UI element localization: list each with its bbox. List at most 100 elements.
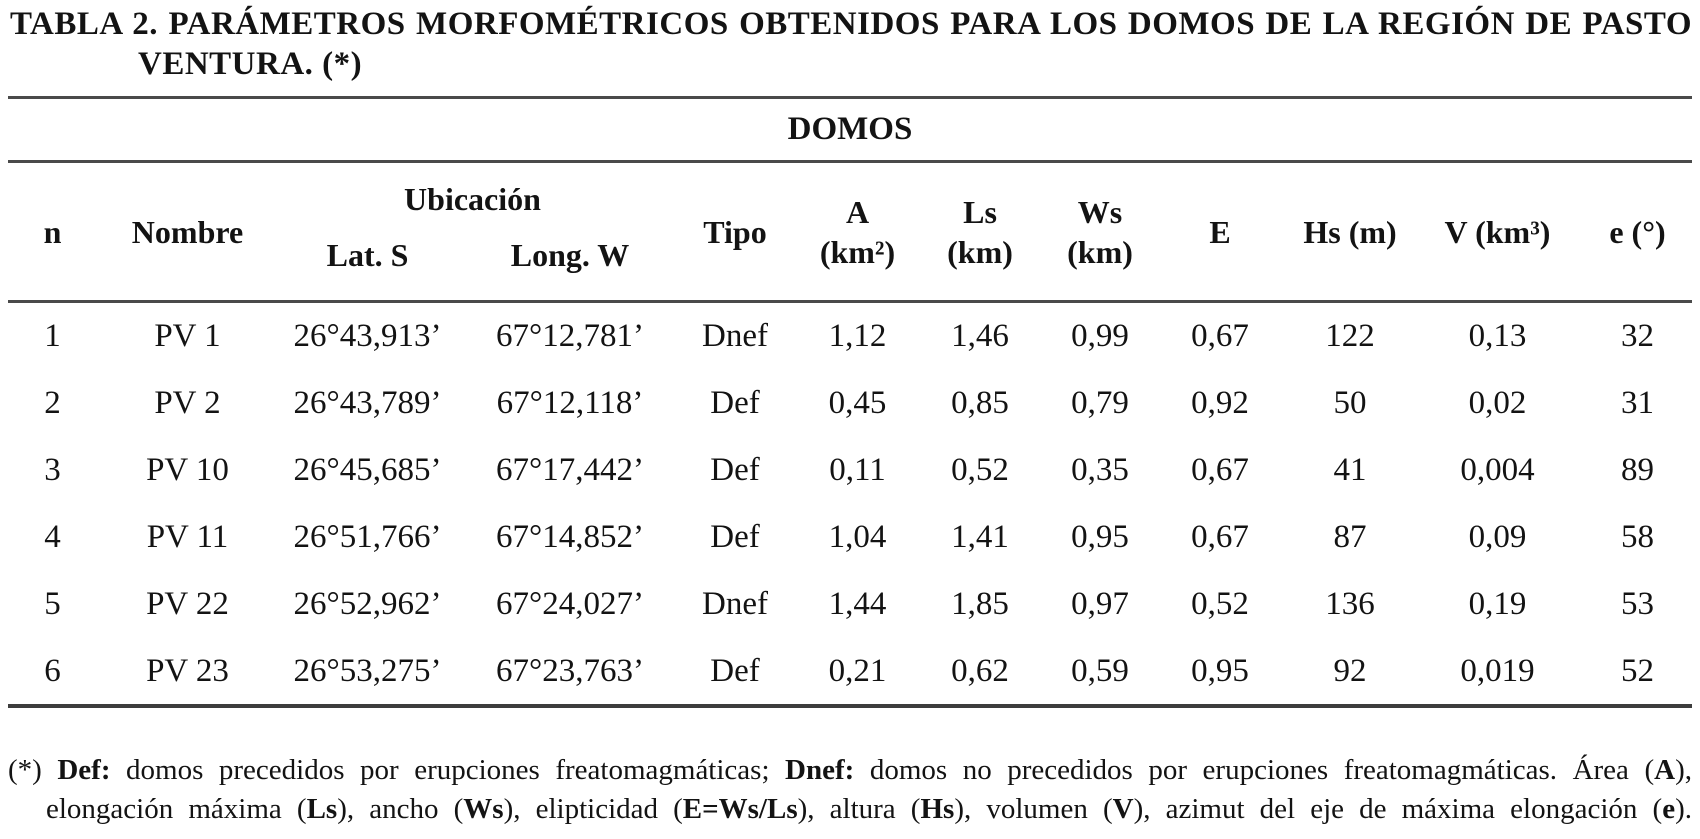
col-header-ws-unit: (km) [1067,233,1133,270]
cell-lat-s: 26°43,789’ [293,385,442,421]
group-header-domos: DOMOS [787,111,913,147]
cell-n: 5 [44,586,61,622]
cell-long-w: 67°12,781’ [496,318,644,354]
cell-ws: 0,95 [1071,519,1129,555]
cell-e: 0,67 [1191,452,1249,488]
cell-ws: 0,97 [1071,586,1129,622]
cell-nombre: PV 2 [154,385,221,421]
cell-hs: 50 [1333,385,1367,421]
cell-area: 1,12 [828,318,887,354]
col-header-e-upper: E [1209,213,1231,250]
cell-n: 6 [44,653,61,689]
cell-hs: 92 [1333,653,1367,689]
cell-nombre: PV 22 [146,586,229,622]
footnote-segment: ), azimut del eje de máxima elongación ( [1133,793,1663,825]
footnote-segment: Ws [463,793,504,825]
column-header-row: n Nombre Ubicación Lat. S Long. W Tipo A… [0,163,1700,300]
cell-lat-s: 26°52,962’ [293,586,442,622]
cell-area: 0,45 [828,385,887,421]
footnote-segment: ), altura ( [797,793,921,825]
cell-ls: 0,52 [951,452,1009,488]
col-header-e-lower: e (°) [1609,213,1666,250]
col-header-nombre: Nombre [131,213,244,250]
cell-azimut: 53 [1621,586,1654,622]
cell-e: 0,67 [1191,519,1249,555]
cell-long-w: 67°24,027’ [496,586,644,622]
rule-under-data [8,704,1692,708]
footnote-segment: Dnef: [785,754,855,786]
rule-under-group-header [8,160,1692,163]
cell-e: 0,67 [1191,318,1249,354]
cell-n: 1 [44,318,61,354]
cell-nombre: PV 10 [146,452,229,488]
cell-nombre: PV 23 [146,653,229,689]
cell-v: 0,09 [1468,519,1527,555]
table-row: 4 PV 11 26°51,766’ 67°14,852’ Def 1,04 1… [0,504,1700,571]
cell-area: 1,04 [828,519,887,555]
footnote-segment: ). [1675,793,1692,825]
cell-tipo: Def [710,653,760,689]
cell-hs: 136 [1325,586,1375,622]
cell-ws: 0,99 [1071,318,1129,354]
cell-lat-s: 26°53,275’ [293,653,442,689]
footnote-segment: Ls [306,793,338,825]
cell-azimut: 52 [1621,653,1654,689]
footnote-line-2: elongación máxima (Ls), ancho (Ws), elip… [8,790,1692,829]
footnote-segment: A [1654,754,1676,786]
table-caption: TABLA 2. PARÁMETROS MORFOMÉTRICOS OBTENI… [10,4,1692,84]
cell-ls: 1,41 [951,519,1009,555]
col-header-ls-symbol: Ls [963,193,997,230]
cell-nombre: PV 11 [146,519,229,555]
footnote-segment: ), [1675,754,1692,786]
footnote-segment: V [1112,793,1134,825]
cell-v: 0,19 [1468,586,1527,622]
cell-tipo: Def [710,452,760,488]
col-header-ws: Ws (km) [1040,163,1160,300]
cell-tipo: Def [710,519,760,555]
cell-ls: 1,85 [951,586,1009,622]
col-header-long-w: Long. W [510,237,630,273]
rule-under-column-headers [8,300,1692,303]
cell-v: 0,004 [1460,452,1535,488]
cell-tipo: Dnef [702,586,768,622]
footnote-segment: elongación máxima ( [46,793,307,825]
table-caption-line-2: VENTURA. (*) [138,46,363,82]
footnote-segment: e [1662,793,1676,825]
footnote-segment: domos no precedidos por erupciones freat… [854,754,1655,786]
cell-ls: 0,62 [951,653,1009,689]
cell-ls: 1,46 [951,318,1009,354]
cell-ws: 0,59 [1071,653,1129,689]
cell-ws: 0,35 [1071,452,1129,488]
cell-area: 0,11 [829,452,886,488]
footnote-line-1: (*) Def: domos precedidos por erupciones… [8,751,1692,790]
cell-n: 3 [44,452,61,488]
footnote-segment: ), elipticidad ( [503,793,683,825]
col-header-ls-unit: (km) [947,233,1013,270]
cell-long-w: 67°23,763’ [496,653,644,689]
col-header-hs: Hs (m) [1303,213,1397,250]
table-row: 2 PV 2 26°43,789’ 67°12,118’ Def 0,45 0,… [0,370,1700,437]
cell-tipo: Def [710,385,760,421]
cell-azimut: 58 [1621,519,1654,555]
cell-azimut: 32 [1621,318,1654,354]
cell-lat-s: 26°51,766’ [293,519,442,555]
table-body: 1 PV 1 26°43,913’ 67°12,781’ Dnef 1,12 1… [0,303,1700,705]
cell-lat-s: 26°45,685’ [293,452,442,488]
footnote-segment: ), volumen ( [954,793,1113,825]
footnote-segment: Hs [920,793,955,825]
cell-area: 1,44 [828,586,887,622]
cell-tipo: Dnef [702,318,768,354]
cell-long-w: 67°14,852’ [496,519,644,555]
cell-e: 0,92 [1191,385,1249,421]
col-header-ls: Ls (km) [920,163,1040,300]
col-header-n: n [43,213,62,250]
cell-n: 4 [44,519,61,555]
cell-lat-s: 26°43,913’ [293,318,442,354]
col-header-tipo: Tipo [703,213,767,250]
cell-ws: 0,79 [1071,385,1129,421]
col-header-ubicacion: Ubicación [404,181,541,217]
col-header-ws-symbol: Ws [1077,193,1123,230]
cell-hs: 41 [1333,452,1367,488]
col-header-area: A (km²) [795,163,920,300]
